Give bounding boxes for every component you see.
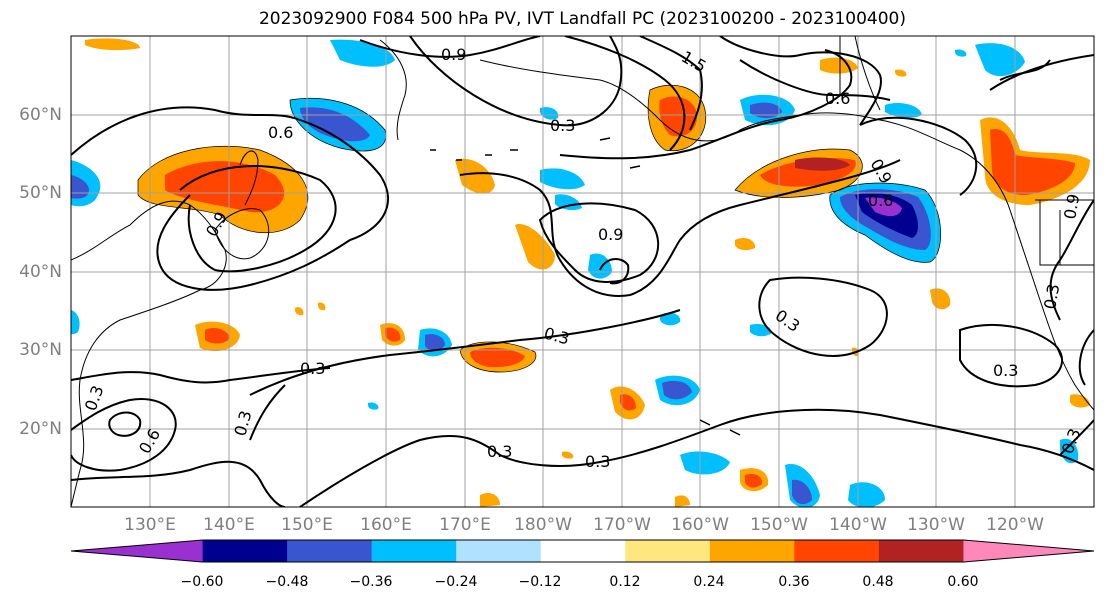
lat-label: 20°N — [19, 419, 62, 439]
lat-label: 30°N — [19, 340, 62, 360]
contour-label: 0.3 — [550, 116, 575, 135]
contour-label: 0.3 — [993, 361, 1018, 380]
contour-label: 1.5 — [678, 47, 710, 76]
contour-label: 0.6 — [868, 191, 893, 210]
lon-label: 150°E — [281, 515, 333, 535]
colorbar-tick-label: −0.48 — [265, 574, 309, 590]
colorbar-tick-label: −0.12 — [518, 574, 562, 590]
colorbar-tick-label: 0.24 — [693, 574, 725, 590]
lat-label: 40°N — [19, 262, 62, 282]
colorbar-tick-label: −0.36 — [349, 574, 393, 590]
contour-label: 0.9 — [867, 156, 896, 188]
lat-label: 50°N — [19, 183, 62, 203]
pc-shading — [71, 38, 1090, 507]
contour-label: 0.9 — [598, 225, 623, 244]
map-title: 2023092900 F084 500 hPa PV, IVT Landfall… — [258, 9, 906, 29]
lon-label: 140°E — [203, 515, 255, 535]
contour-label: 0.3 — [585, 452, 610, 471]
lat-label: 60°N — [19, 105, 62, 125]
colorbar-tick-label: 0.60 — [947, 574, 979, 590]
lon-label: 150°W — [750, 515, 808, 535]
lon-label: 180°W — [514, 515, 572, 535]
colorbar-tick-label: 0.36 — [778, 574, 810, 590]
contour-label: 0.9 — [1060, 192, 1083, 220]
map-frame — [70, 35, 1095, 508]
colorbar-tick-label: −0.60 — [180, 574, 224, 590]
aleutian-islands — [430, 137, 741, 436]
lon-label: 160°W — [671, 515, 729, 535]
shading-outlines — [137, 84, 941, 373]
colorbar-tick-label: −0.24 — [434, 574, 478, 590]
colorbar-tick-label: 0.12 — [609, 574, 641, 590]
colorbar-tick-label: 0.48 — [862, 574, 894, 590]
contour-label: 0.3 — [1058, 426, 1085, 456]
contour-label: 0.3 — [542, 324, 572, 349]
contour-label: 0.9 — [441, 45, 466, 64]
contour-label: 0.3 — [772, 306, 804, 336]
lon-label: 120°W — [986, 515, 1044, 535]
lon-label: 170°E — [439, 515, 491, 535]
contour-label: 0.3 — [487, 442, 512, 461]
contour-label: 0.3 — [300, 359, 325, 378]
contour-label: 0.6 — [825, 89, 850, 108]
lon-label: 170°W — [593, 515, 651, 535]
graticule — [71, 36, 1094, 507]
lon-label: 140°W — [829, 515, 887, 535]
contour-label: 0.3 — [1040, 282, 1063, 310]
lon-label: 130°E — [124, 515, 176, 535]
contour-label: 0.6 — [268, 123, 293, 142]
pc-contours — [71, 36, 1094, 507]
lon-label: 130°W — [907, 515, 965, 535]
coastlines — [71, 36, 1094, 507]
lon-label: 160°E — [360, 515, 412, 535]
